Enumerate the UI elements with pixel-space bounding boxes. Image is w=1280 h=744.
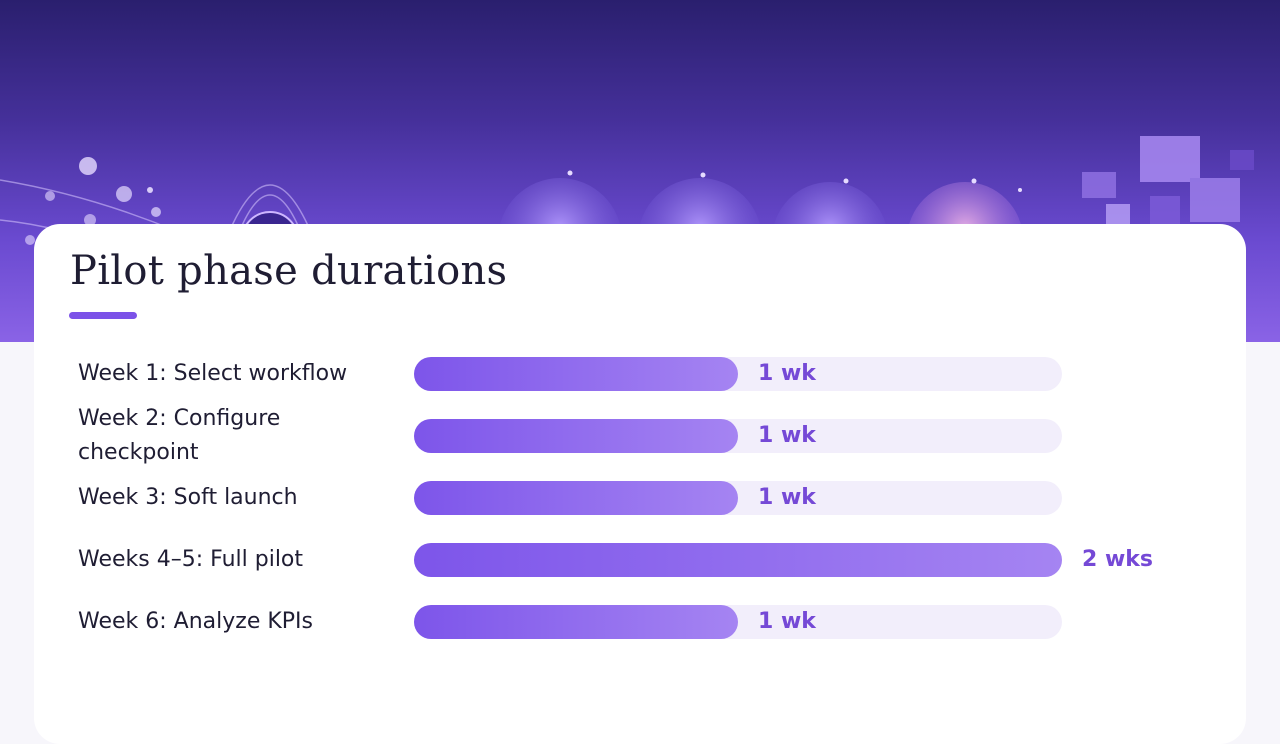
chart-card: Pilot phase durations Week 1: Select wor… — [34, 224, 1246, 744]
bar-track — [414, 605, 1062, 639]
category-label: Week 1: Select workflow — [78, 361, 348, 386]
bar-track — [414, 419, 1062, 453]
bar — [414, 543, 1062, 577]
category-label: Week 2: Configure checkpoint — [78, 406, 281, 465]
bar-track — [414, 543, 1062, 577]
bar-track — [414, 481, 1062, 515]
data-label: 1 wk — [758, 361, 816, 386]
bar — [414, 357, 738, 391]
data-label: 1 wk — [758, 609, 816, 634]
bar-chart: Week 1: Select workflow 1 wk Week 2: Confi… — [34, 224, 1246, 744]
bar-track — [414, 357, 1062, 391]
bar — [414, 419, 738, 453]
category-label: Week 6: Analyze KPIs — [78, 609, 313, 634]
data-label: 1 wk — [758, 485, 816, 510]
data-label: 2 wks — [1082, 547, 1154, 572]
title-underline — [69, 312, 137, 319]
bar — [414, 605, 738, 639]
bar — [414, 481, 738, 515]
data-label: 1 wk — [758, 423, 816, 448]
chart-title: Pilot phase durations — [70, 248, 508, 294]
category-label: Week 3: Soft launch — [78, 485, 298, 510]
category-label: Weeks 4–5: Full pilot — [78, 547, 304, 572]
